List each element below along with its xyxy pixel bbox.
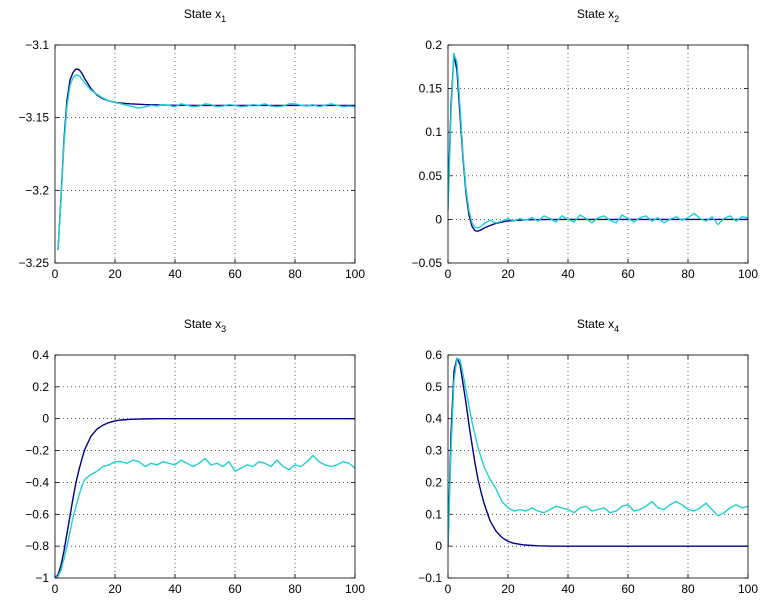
series-line-2 — [55, 454, 355, 578]
x-tick-label: 40 — [168, 267, 182, 281]
series-line-1 — [57, 68, 355, 250]
x-tick-label: 80 — [288, 267, 302, 281]
y-tick-label: −0.4 — [25, 475, 49, 489]
x-tick-label: 0 — [445, 582, 452, 596]
series-line-2 — [448, 357, 748, 547]
x-tick-label: 0 — [52, 267, 59, 281]
x-tick-label: 80 — [681, 267, 695, 281]
y-tick-label: −3.15 — [19, 111, 50, 125]
x-tick-label: 100 — [345, 267, 365, 281]
x-tick-label: 60 — [621, 267, 635, 281]
y-tick-label: 0.4 — [425, 412, 442, 426]
series-line-2 — [448, 53, 748, 229]
y-tick-label: −0.1 — [418, 571, 442, 585]
y-tick-label: 0.6 — [425, 348, 442, 362]
x-tick-label: 40 — [561, 267, 575, 281]
y-tick-label: 0 — [435, 539, 442, 553]
series-line-2 — [57, 74, 355, 250]
y-tick-label: 0.1 — [425, 507, 442, 521]
x-tick-label: 20 — [108, 582, 122, 596]
chart-title: State x1 — [184, 7, 226, 24]
x-tick-label: 20 — [501, 582, 515, 596]
chart-title: State x4 — [577, 317, 619, 334]
x-tick-label: 40 — [168, 582, 182, 596]
y-tick-label: 0 — [435, 212, 442, 226]
y-tick-label: 0.2 — [425, 475, 442, 489]
y-tick-label: −3.2 — [25, 183, 49, 197]
x-tick-label: 100 — [738, 582, 758, 596]
subplot-4: 0 20 40 60 80 100−0.100.10.20.30.40.50.6State… — [418, 317, 758, 596]
y-tick-label: 0.4 — [32, 348, 49, 362]
y-tick-label: −1 — [35, 571, 49, 585]
y-tick-label: 0.15 — [419, 82, 443, 96]
y-tick-label: 0.5 — [425, 380, 442, 394]
subplot-1: 0 20 40 60 80 100 −3.25 −3.2 −3.15 −3.1 State x1 — [19, 7, 366, 281]
x-tick-label: 60 — [228, 582, 242, 596]
x-tick-label: 100 — [345, 582, 365, 596]
series-line-1 — [448, 357, 748, 547]
y-tick-label: 0 — [42, 412, 49, 426]
y-tick-label: 0.05 — [419, 169, 443, 183]
y-tick-label: −0.2 — [25, 444, 49, 458]
chart-title: State x2 — [577, 7, 619, 24]
y-tick-label: 0.1 — [425, 125, 442, 139]
axes-box — [447, 44, 749, 264]
x-tick-label: 60 — [228, 267, 242, 281]
y-tick-label: −0.6 — [25, 507, 49, 521]
y-tick-label: −3.1 — [25, 38, 49, 52]
y-tick-label: 0.3 — [425, 444, 442, 458]
y-tick-label: 0.2 — [425, 38, 442, 52]
x-tick-label: 0 — [445, 267, 452, 281]
x-tick-label: 20 — [108, 267, 122, 281]
x-tick-label: 100 — [738, 267, 758, 281]
y-tick-label: −3.25 — [19, 256, 50, 270]
series-line-1 — [448, 53, 748, 232]
axes-box — [54, 354, 356, 579]
y-tick-label: −0.05 — [412, 256, 443, 270]
y-tick-label: −0.8 — [25, 539, 49, 553]
x-tick-label: 0 — [52, 582, 59, 596]
y-tick-label: 0.2 — [32, 380, 49, 394]
axes-box — [54, 44, 356, 264]
x-tick-label: 20 — [501, 267, 515, 281]
axes-box — [447, 354, 749, 579]
x-tick-label: 80 — [681, 582, 695, 596]
x-tick-label: 40 — [561, 582, 575, 596]
x-tick-label: 80 — [288, 582, 302, 596]
series-line-1 — [55, 418, 355, 578]
subplot-3: 0 20 40 60 80 100 −1 −0.8 −0.6 −0.4 −0.2 0 0.2 0.4 Sta… — [25, 317, 365, 596]
chart-title: State x3 — [184, 317, 226, 334]
x-tick-label: 60 — [621, 582, 635, 596]
